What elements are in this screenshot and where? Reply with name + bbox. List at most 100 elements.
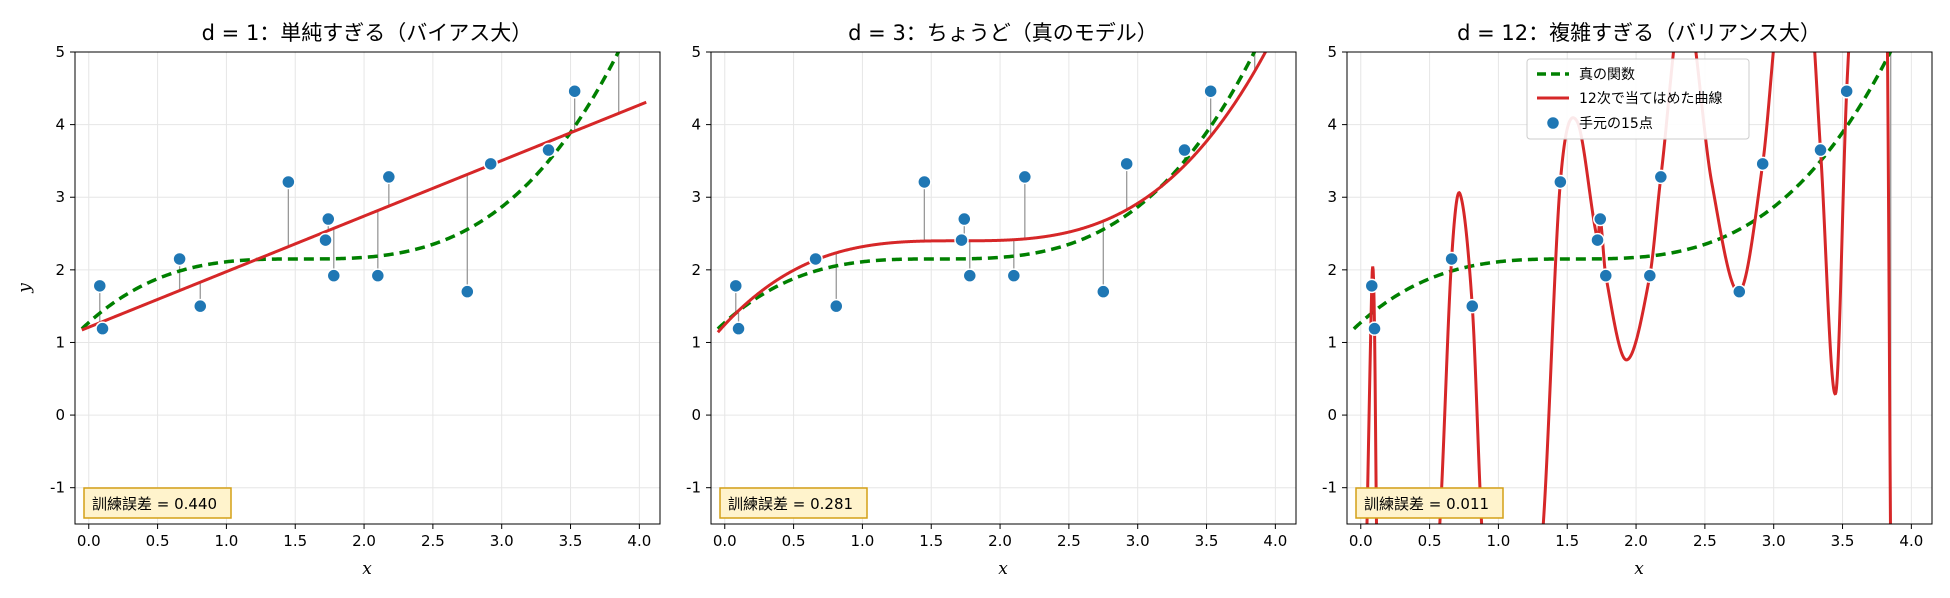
error-annotation-box	[83, 487, 232, 519]
error-annotation-text: 訓練誤差 = 0.281	[728, 495, 853, 513]
y-tick-label: 4	[55, 116, 65, 134]
data-point	[808, 251, 823, 267]
y-tick-label: 0	[55, 406, 65, 424]
x-axis-label: x	[998, 559, 1008, 579]
x-tick-label: 2.0	[352, 532, 376, 550]
x-tick-label: 3.0	[1126, 532, 1150, 550]
y-tick-label: 3	[55, 188, 65, 206]
legend: 真の関数 12次で当てはめた曲線 手元の15点	[1526, 58, 1750, 140]
chart-title: d = 3：ちょうど（真のモデル）	[848, 21, 1158, 45]
error-annotation-box	[719, 487, 868, 519]
y-tick-label: 2	[55, 261, 65, 279]
data-point	[1732, 284, 1747, 299]
error-annotation-box	[1355, 487, 1504, 519]
y-tick-label: 2	[691, 261, 701, 279]
chart-panel-1: d = 1：単純すぎる（バイアス大） 0.0 0.5 1.0 1.5 2.0 2.5 3.0…	[15, 21, 661, 579]
legend-points-label: 手元の15点	[1579, 116, 1653, 132]
grid-layer	[711, 51, 1296, 524]
data-point	[483, 156, 498, 172]
true-function-line	[80, 52, 621, 331]
y-tick-label: 5	[691, 43, 701, 61]
curve-layer	[1352, 52, 1893, 524]
x-axis-label: x	[362, 559, 372, 579]
y-tick-label: -1	[50, 479, 65, 497]
data-point	[193, 298, 208, 314]
data-point	[1593, 211, 1608, 227]
y-tick-label: 1	[55, 333, 65, 351]
data-point	[1884, 35, 1897, 48]
data-point	[460, 284, 475, 299]
x-tick-label: 3.5	[1831, 532, 1855, 550]
data-point	[92, 278, 108, 294]
y-tick-label: 0	[691, 406, 701, 424]
data-point	[829, 298, 844, 314]
x-tick-label: 4.0	[1263, 532, 1287, 550]
data-point	[917, 174, 932, 190]
plot-frame	[1346, 51, 1933, 525]
data-point	[1017, 169, 1033, 185]
x-tick-label: 1.0	[214, 532, 238, 550]
legend-fit-curve-label: 12次で当てはめた曲線	[1579, 91, 1723, 107]
plot-frame	[74, 51, 661, 525]
y-tick-label: 5	[1327, 43, 1337, 61]
chart-panel-3: d = 12：複雑すぎる（バリアンス大） 0.0 0.5 1.0 1.5 2.0 2.5 3…	[1322, 21, 1933, 579]
plot-frame	[710, 51, 1297, 525]
data-point	[1813, 142, 1828, 158]
data-point	[381, 169, 397, 185]
legend-true-function-label: 真の関数	[1579, 67, 1635, 83]
point-layer	[1364, 35, 1897, 336]
y-tick-label: 4	[691, 116, 701, 134]
curve-layer	[80, 52, 647, 332]
data-point	[1598, 268, 1614, 283]
x-axis-label: x	[1634, 559, 1644, 579]
data-point	[321, 211, 336, 227]
data-point	[962, 268, 978, 283]
x-tick-label: 0.0	[713, 532, 737, 550]
data-point	[1248, 35, 1261, 48]
data-point	[541, 142, 556, 158]
x-tick-label: 0.5	[1418, 532, 1442, 550]
data-point	[1119, 156, 1134, 172]
x-tick-label: 0.5	[782, 532, 806, 550]
error-annotation: 訓練誤差 = 0.281	[719, 487, 868, 519]
x-tick-label: 1.5	[283, 532, 307, 550]
data-point	[326, 268, 342, 283]
data-point	[370, 268, 386, 283]
data-point	[95, 321, 110, 336]
chart-title: d = 12：複雑すぎる（バリアンス大）	[1457, 21, 1821, 45]
x-tick-label: 2.5	[1693, 532, 1717, 550]
x-tick-label: 0.5	[146, 532, 170, 550]
y-tick-label: 3	[691, 188, 701, 206]
chart-panel-2: d = 3：ちょうど（真のモデル） 0.0 0.5 1.0 1.5 2.0 2.5 3.0 3…	[686, 21, 1297, 579]
data-point	[957, 211, 972, 227]
data-point	[281, 174, 296, 190]
x-tick-label: 3.5	[559, 532, 583, 550]
x-tick-label: 2.5	[1057, 532, 1081, 550]
tick-layer: 0.0 0.5 1.0 1.5 2.0 2.5 3.0 3.5 4.0 -1 0 1 2 3 4 5	[686, 43, 1287, 550]
error-annotation: 訓練誤差 = 0.440	[83, 487, 232, 519]
true-function-line	[1352, 52, 1893, 331]
x-tick-label: 2.0	[1624, 532, 1648, 550]
tick-layer: 0.0 0.5 1.0 1.5 2.0 2.5 3.0 3.5 4.0 -1 0 1 2 3 4 5	[50, 43, 651, 550]
y-tick-label: 1	[1327, 333, 1337, 351]
point-layer	[92, 83, 582, 336]
x-tick-label: 4.0	[1899, 532, 1923, 550]
x-tick-label: 3.5	[1195, 532, 1219, 550]
x-tick-label: 3.0	[490, 532, 514, 550]
data-point	[567, 83, 582, 99]
data-point	[1096, 284, 1111, 299]
y-tick-label: -1	[1322, 479, 1337, 497]
point-layer	[728, 35, 1261, 336]
x-tick-label: 3.0	[1762, 532, 1786, 550]
data-point	[1839, 83, 1854, 99]
x-tick-label: 1.0	[1486, 532, 1510, 550]
y-tick-label: 1	[691, 333, 701, 351]
fit-curve-line	[1365, 52, 1892, 524]
data-point	[1590, 232, 1605, 248]
y-tick-label: 5	[55, 43, 65, 61]
data-point	[172, 251, 187, 267]
data-point	[1444, 251, 1459, 267]
data-point	[1367, 321, 1382, 336]
y-tick-label: 4	[1327, 116, 1337, 134]
